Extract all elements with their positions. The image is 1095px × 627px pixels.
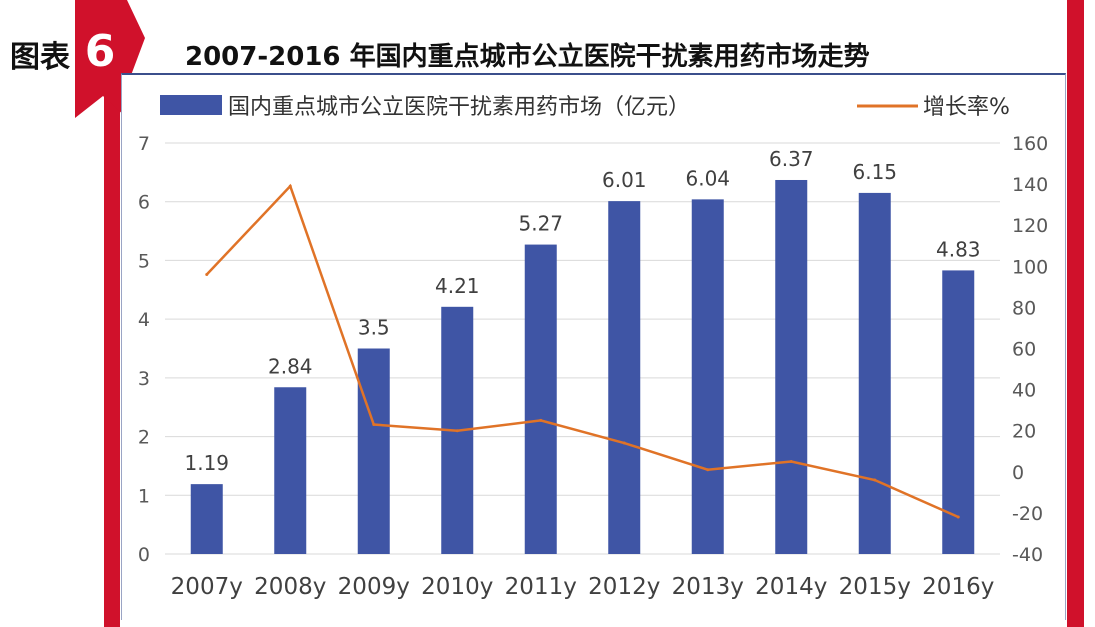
- left-tick-label: 5: [138, 250, 150, 272]
- chart-title: 2007-2016 年国内重点城市公立医院干扰素用药市场走势: [185, 42, 870, 72]
- bar: [274, 387, 307, 554]
- legend-bar-swatch: [160, 95, 222, 115]
- right-tick-label: -40: [1012, 544, 1043, 566]
- bar-value-label: 6.04: [685, 166, 730, 190]
- figure-number-ribbon: [75, 0, 145, 118]
- x-tick-label: 2013y: [672, 574, 744, 600]
- right-axis: -40 -20 0 20 40 60 80 100 120 140 160: [1012, 133, 1048, 566]
- bar: [357, 348, 390, 554]
- bar-value-label: 6.37: [769, 147, 814, 171]
- right-tick-label: 20: [1012, 421, 1036, 443]
- right-tick-label: -20: [1012, 503, 1043, 525]
- left-tick-label: 1: [138, 485, 150, 507]
- left-tick-label: 3: [138, 368, 150, 390]
- left-tick-label: 6: [138, 192, 150, 214]
- x-tick-label: 2016y: [922, 574, 994, 600]
- bar-value-label: 6.15: [852, 160, 897, 184]
- x-tick-label: 2012y: [588, 574, 660, 600]
- bar-value-label: 4.21: [435, 274, 480, 298]
- bar-value-label: 5.27: [518, 212, 563, 236]
- figure-number: 6: [84, 26, 116, 77]
- bar-value-label: 1.19: [184, 451, 229, 475]
- bar: [608, 201, 641, 554]
- left-tick-label: 2: [138, 427, 150, 449]
- figure-label: 图表: [10, 40, 70, 75]
- legend-bar-label: 国内重点城市公立医院干扰素用药市场（亿元）: [228, 95, 690, 120]
- left-axis: 0 1 2 3 4 5 6 7: [138, 133, 150, 566]
- bar-value-label: 4.83: [936, 237, 981, 261]
- right-accent-bar: [1067, 0, 1084, 627]
- x-tick-label: 2007y: [171, 574, 243, 600]
- x-tick-label: 2014y: [755, 574, 827, 600]
- x-tick-label: 2015y: [839, 574, 911, 600]
- line-point: [789, 460, 793, 464]
- line-point: [873, 478, 877, 482]
- right-tick-label: 140: [1012, 174, 1048, 196]
- right-tick-label: 0: [1012, 462, 1024, 484]
- legend-line-label: 增长率%: [923, 95, 1010, 120]
- line-point: [539, 418, 543, 422]
- bar: [691, 199, 724, 554]
- right-tick-label: 80: [1012, 297, 1036, 319]
- x-tick-label: 2008y: [254, 574, 326, 600]
- x-axis: 2007y 2008y 2009y 2010y 2011y 2012y 2013y 2014y…: [171, 574, 995, 600]
- line-point: [288, 184, 292, 188]
- x-tick-label: 2011y: [505, 574, 577, 600]
- bar-data-labels: 1.19 2.84 3.5 4.21 5.27 6.01 6.04 6.37 6.15 4.83: [184, 147, 980, 475]
- right-tick-label: 60: [1012, 339, 1036, 361]
- right-tick-label: 100: [1012, 256, 1048, 278]
- line-point: [706, 468, 710, 472]
- bar-value-label: 6.01: [602, 168, 647, 192]
- left-accent-bar: [104, 0, 120, 627]
- bar: [524, 244, 557, 554]
- legend: 国内重点城市公立医院干扰素用药市场（亿元） 增长率%: [160, 95, 1010, 120]
- line-point: [205, 273, 209, 277]
- line-series: [205, 183, 960, 519]
- left-tick-label: 7: [138, 133, 150, 155]
- x-tick-label: 2009y: [338, 574, 410, 600]
- bar-value-label: 3.5: [358, 316, 390, 340]
- line-point: [956, 515, 960, 519]
- growth-rate-line: [205, 183, 959, 519]
- bar: [190, 484, 223, 554]
- right-tick-label: 120: [1012, 215, 1048, 237]
- right-tick-label: 40: [1012, 380, 1036, 402]
- left-tick-label: 0: [138, 544, 150, 566]
- bar: [858, 192, 891, 554]
- bar-series: [190, 179, 975, 555]
- line-point: [455, 429, 459, 433]
- line-point: [622, 441, 626, 445]
- left-tick-label: 4: [138, 309, 150, 331]
- right-tick-label: 160: [1012, 133, 1048, 155]
- line-point: [372, 423, 376, 427]
- bar: [775, 179, 808, 555]
- x-tick-label: 2010y: [421, 574, 493, 600]
- bar: [942, 270, 975, 554]
- bar-value-label: 2.84: [268, 354, 313, 378]
